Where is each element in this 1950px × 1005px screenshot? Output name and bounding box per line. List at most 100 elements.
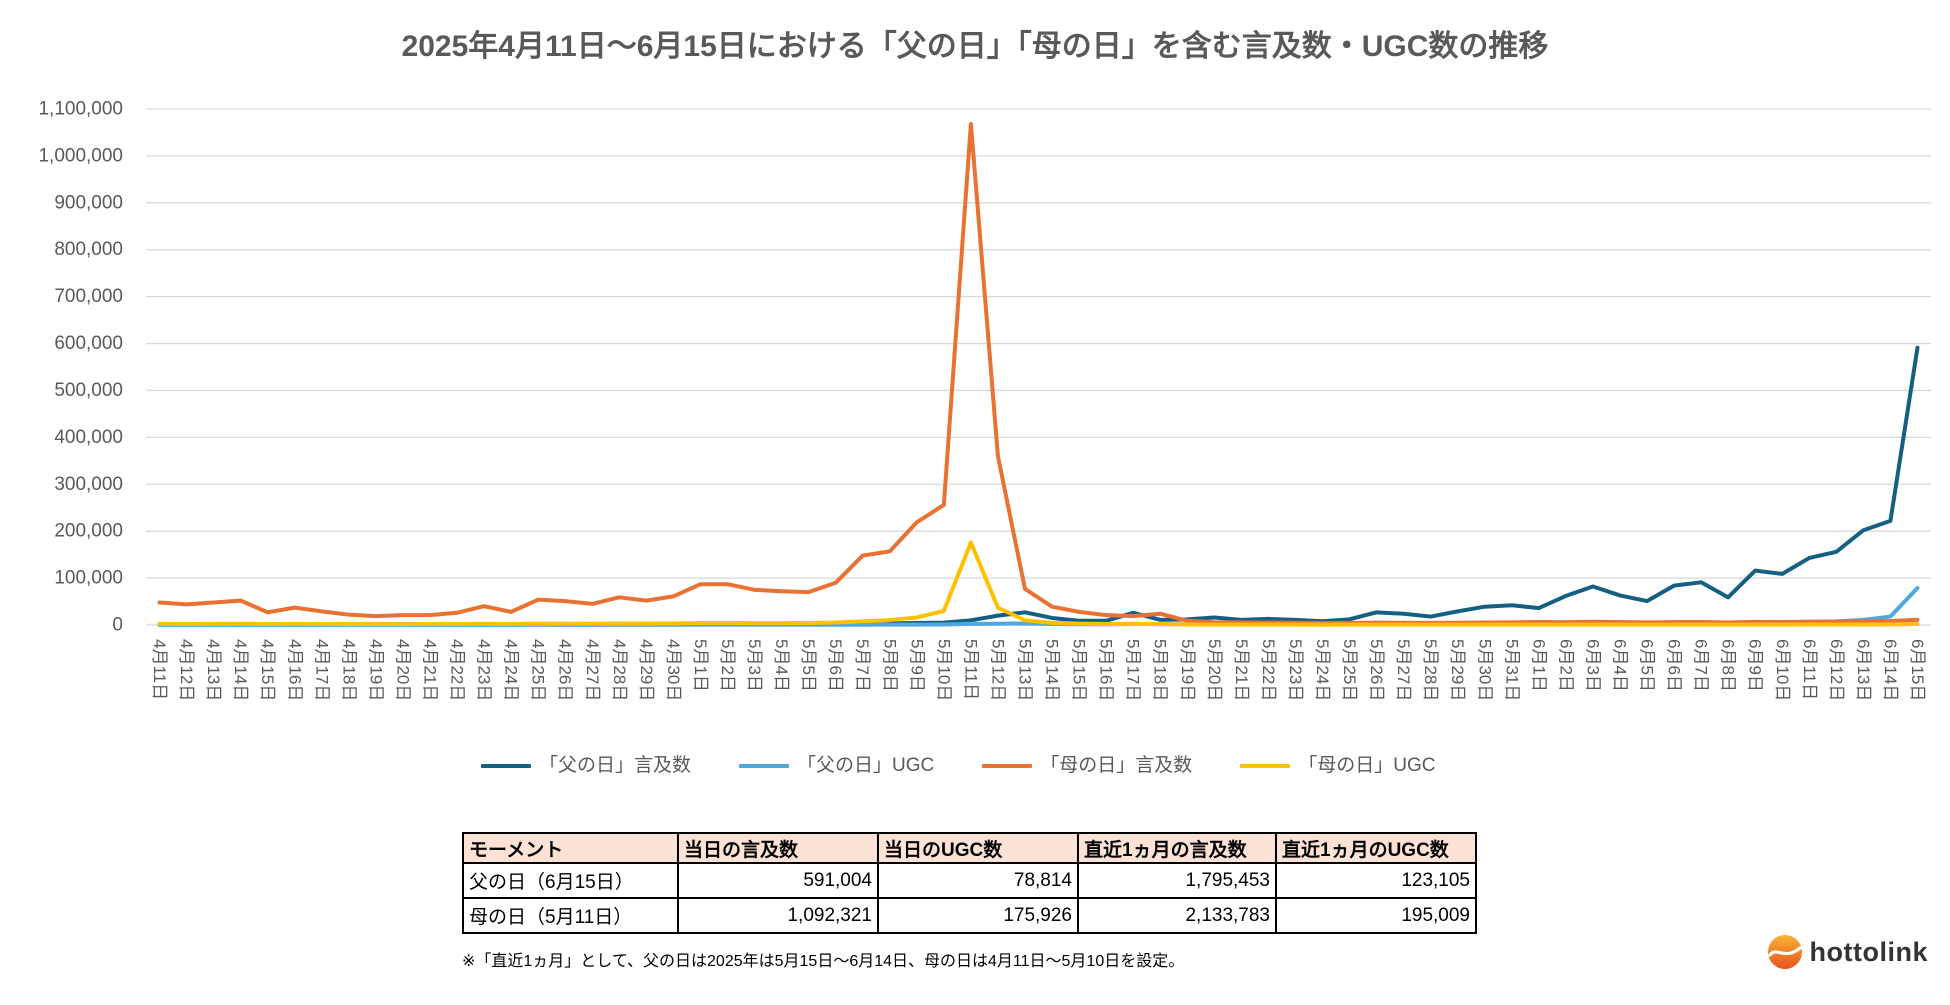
y-tick-label: 700,000	[54, 286, 123, 307]
x-tick-label: 6月15日	[1908, 639, 1927, 701]
y-tick-label: 0	[112, 615, 123, 636]
x-tick-label: 6月4日	[1610, 639, 1629, 692]
legend-swatch-father-mentions	[481, 764, 531, 768]
logo-text: hottolink	[1809, 936, 1928, 967]
x-tick-label: 5月30日	[1475, 639, 1494, 701]
table-header-cell: 当日のUGC数	[877, 832, 1079, 864]
y-axis-labels: 0 100,000 200,000 300,000 400,000 500,000 600,…	[38, 99, 123, 636]
x-tick-label: 4月22日	[448, 639, 467, 701]
x-tick-label: 4月18日	[339, 639, 358, 701]
legend-swatch-father-ugc	[739, 764, 790, 768]
x-tick-label: 4月19日	[366, 639, 385, 701]
x-tick-label: 4月28日	[610, 639, 629, 701]
y-tick-label: 200,000	[54, 521, 123, 542]
x-tick-label: 4月11日	[150, 639, 169, 700]
x-tick-label: 4月26日	[556, 639, 575, 701]
table-cell: 175,926	[877, 897, 1079, 934]
x-tick-label: 6月5日	[1638, 639, 1657, 692]
chart-title: 2025年4月11日～6月15日における「父の日」「母の日」を含む言及数・UGC…	[401, 30, 1549, 63]
legend-swatch-mother-mentions	[982, 764, 1033, 768]
x-tick-label: 4月29日	[637, 639, 656, 701]
x-tick-label: 4月12日	[177, 639, 196, 701]
x-tick-label: 4月16日	[285, 639, 304, 701]
table-header-cell: 当日の言及数	[677, 832, 879, 864]
x-tick-label: 4月23日	[475, 639, 494, 701]
brand-logo: hottolink	[1767, 934, 1928, 970]
footnote: ※「直近1ヵ月」として、父の日は2025年は5月15日～6月14日、母の日は4月…	[462, 953, 1185, 970]
table-header-cell: モーメント	[462, 832, 679, 864]
legend-label-mother-ugc: 「母の日」UGC	[1298, 755, 1436, 776]
x-tick-label: 5月31日	[1502, 639, 1521, 701]
table-cell-moment: 父の日（6月15日）	[462, 862, 679, 899]
legend-item-father-ugc: 「父の日」UGC	[739, 752, 934, 780]
x-tick-label: 5月21日	[1232, 639, 1251, 701]
x-tick-label: 4月30日	[664, 639, 683, 701]
x-tick-label: 4月14日	[231, 639, 250, 701]
x-tick-label: 5月29日	[1448, 639, 1467, 701]
x-tick-label: 5月4日	[772, 639, 791, 692]
y-tick-label: 500,000	[54, 380, 123, 401]
x-tick-label: 5月10日	[934, 639, 953, 701]
x-tick-label: 5月2日	[718, 639, 737, 692]
x-tick-label: 5月24日	[1313, 639, 1332, 701]
x-tick-label: 4月20日	[393, 639, 412, 701]
x-tick-label: 5月26日	[1367, 639, 1386, 701]
table-cell: 591,004	[677, 862, 879, 899]
legend-item-mother-mentions: 「母の日」言及数	[982, 752, 1192, 780]
legend-label-father-ugc: 「父の日」UGC	[797, 755, 935, 776]
x-tick-label: 6月13日	[1854, 639, 1873, 701]
x-tick-label: 4月13日	[204, 639, 223, 701]
legend-label-father-mentions: 「父の日」言及数	[539, 755, 692, 776]
x-tick-label: 4月17日	[312, 639, 331, 701]
x-tick-label: 5月11日	[961, 639, 980, 700]
table-row: 父の日（6月15日） 591,004 78,814 1,795,453 123,…	[462, 862, 1477, 899]
legend-item-father-mentions: 「父の日」言及数	[481, 752, 691, 780]
x-tick-label: 5月28日	[1421, 639, 1440, 701]
y-tick-label: 400,000	[54, 427, 123, 448]
y-tick-label: 1,000,000	[38, 145, 123, 166]
legend-item-mother-ugc: 「母の日」UGC	[1240, 752, 1436, 780]
x-tick-label: 6月3日	[1583, 639, 1602, 692]
line-chart: 0 100,000 200,000 300,000 400,000 500,000 600,…	[38, 99, 1931, 701]
x-tick-label: 4月15日	[258, 639, 277, 701]
x-tick-label: 6月14日	[1881, 639, 1900, 701]
x-tick-label: 5月14日	[1043, 639, 1062, 701]
y-tick-label: 1,100,000	[38, 99, 123, 120]
x-tick-label: 6月2日	[1556, 639, 1575, 692]
table-cell: 78,814	[877, 862, 1079, 899]
x-tick-label: 4月27日	[583, 639, 602, 701]
x-tick-label: 5月12日	[988, 639, 1007, 701]
chart-legend: 「父の日」言及数 「父の日」UGC 「母の日」言及数 「母の日」UGC	[481, 752, 1436, 780]
table-cell: 1,092,321	[677, 897, 879, 934]
summary-table: モーメント 当日の言及数 当日のUGC数 直近1ヵ月の言及数 直近1ヵ月のUGC…	[462, 832, 1477, 934]
x-tick-label: 5月22日	[1259, 639, 1278, 701]
x-tick-label: 6月12日	[1827, 639, 1846, 701]
x-tick-label: 6月11日	[1800, 639, 1819, 700]
x-tick-label: 5月20日	[1205, 639, 1224, 701]
x-tick-label: 5月27日	[1394, 639, 1413, 701]
series-line-father-ugc	[157, 586, 1920, 627]
table-cell: 2,133,783	[1077, 897, 1277, 934]
table-cell: 1,795,453	[1077, 862, 1277, 899]
series-line-mother-ugc	[157, 540, 1920, 627]
x-tick-label: 5月9日	[907, 639, 926, 692]
x-tick-label: 6月6日	[1665, 639, 1684, 692]
x-tick-label: 5月7日	[853, 639, 872, 692]
gridlines	[146, 108, 1931, 626]
hottolink-logo-icon	[1767, 935, 1802, 969]
x-tick-label: 5月15日	[1070, 639, 1089, 701]
x-tick-label: 6月9日	[1746, 639, 1765, 692]
x-tick-label: 5月8日	[880, 639, 899, 692]
table-header-cell: 直近1ヵ月の言及数	[1077, 832, 1277, 864]
x-tick-label: 5月5日	[799, 639, 818, 692]
x-tick-label: 5月18日	[1151, 639, 1170, 701]
x-tick-label: 5月1日	[691, 639, 710, 692]
table-cell: 123,105	[1275, 862, 1477, 899]
x-tick-label: 4月21日	[420, 639, 439, 701]
x-tick-label: 4月25日	[529, 639, 548, 701]
legend-label-mother-mentions: 「母の日」言及数	[1040, 755, 1193, 776]
y-tick-label: 600,000	[54, 333, 123, 354]
y-tick-label: 100,000	[54, 568, 123, 589]
x-tick-label: 5月23日	[1286, 639, 1305, 701]
x-tick-label: 5月16日	[1097, 639, 1116, 701]
